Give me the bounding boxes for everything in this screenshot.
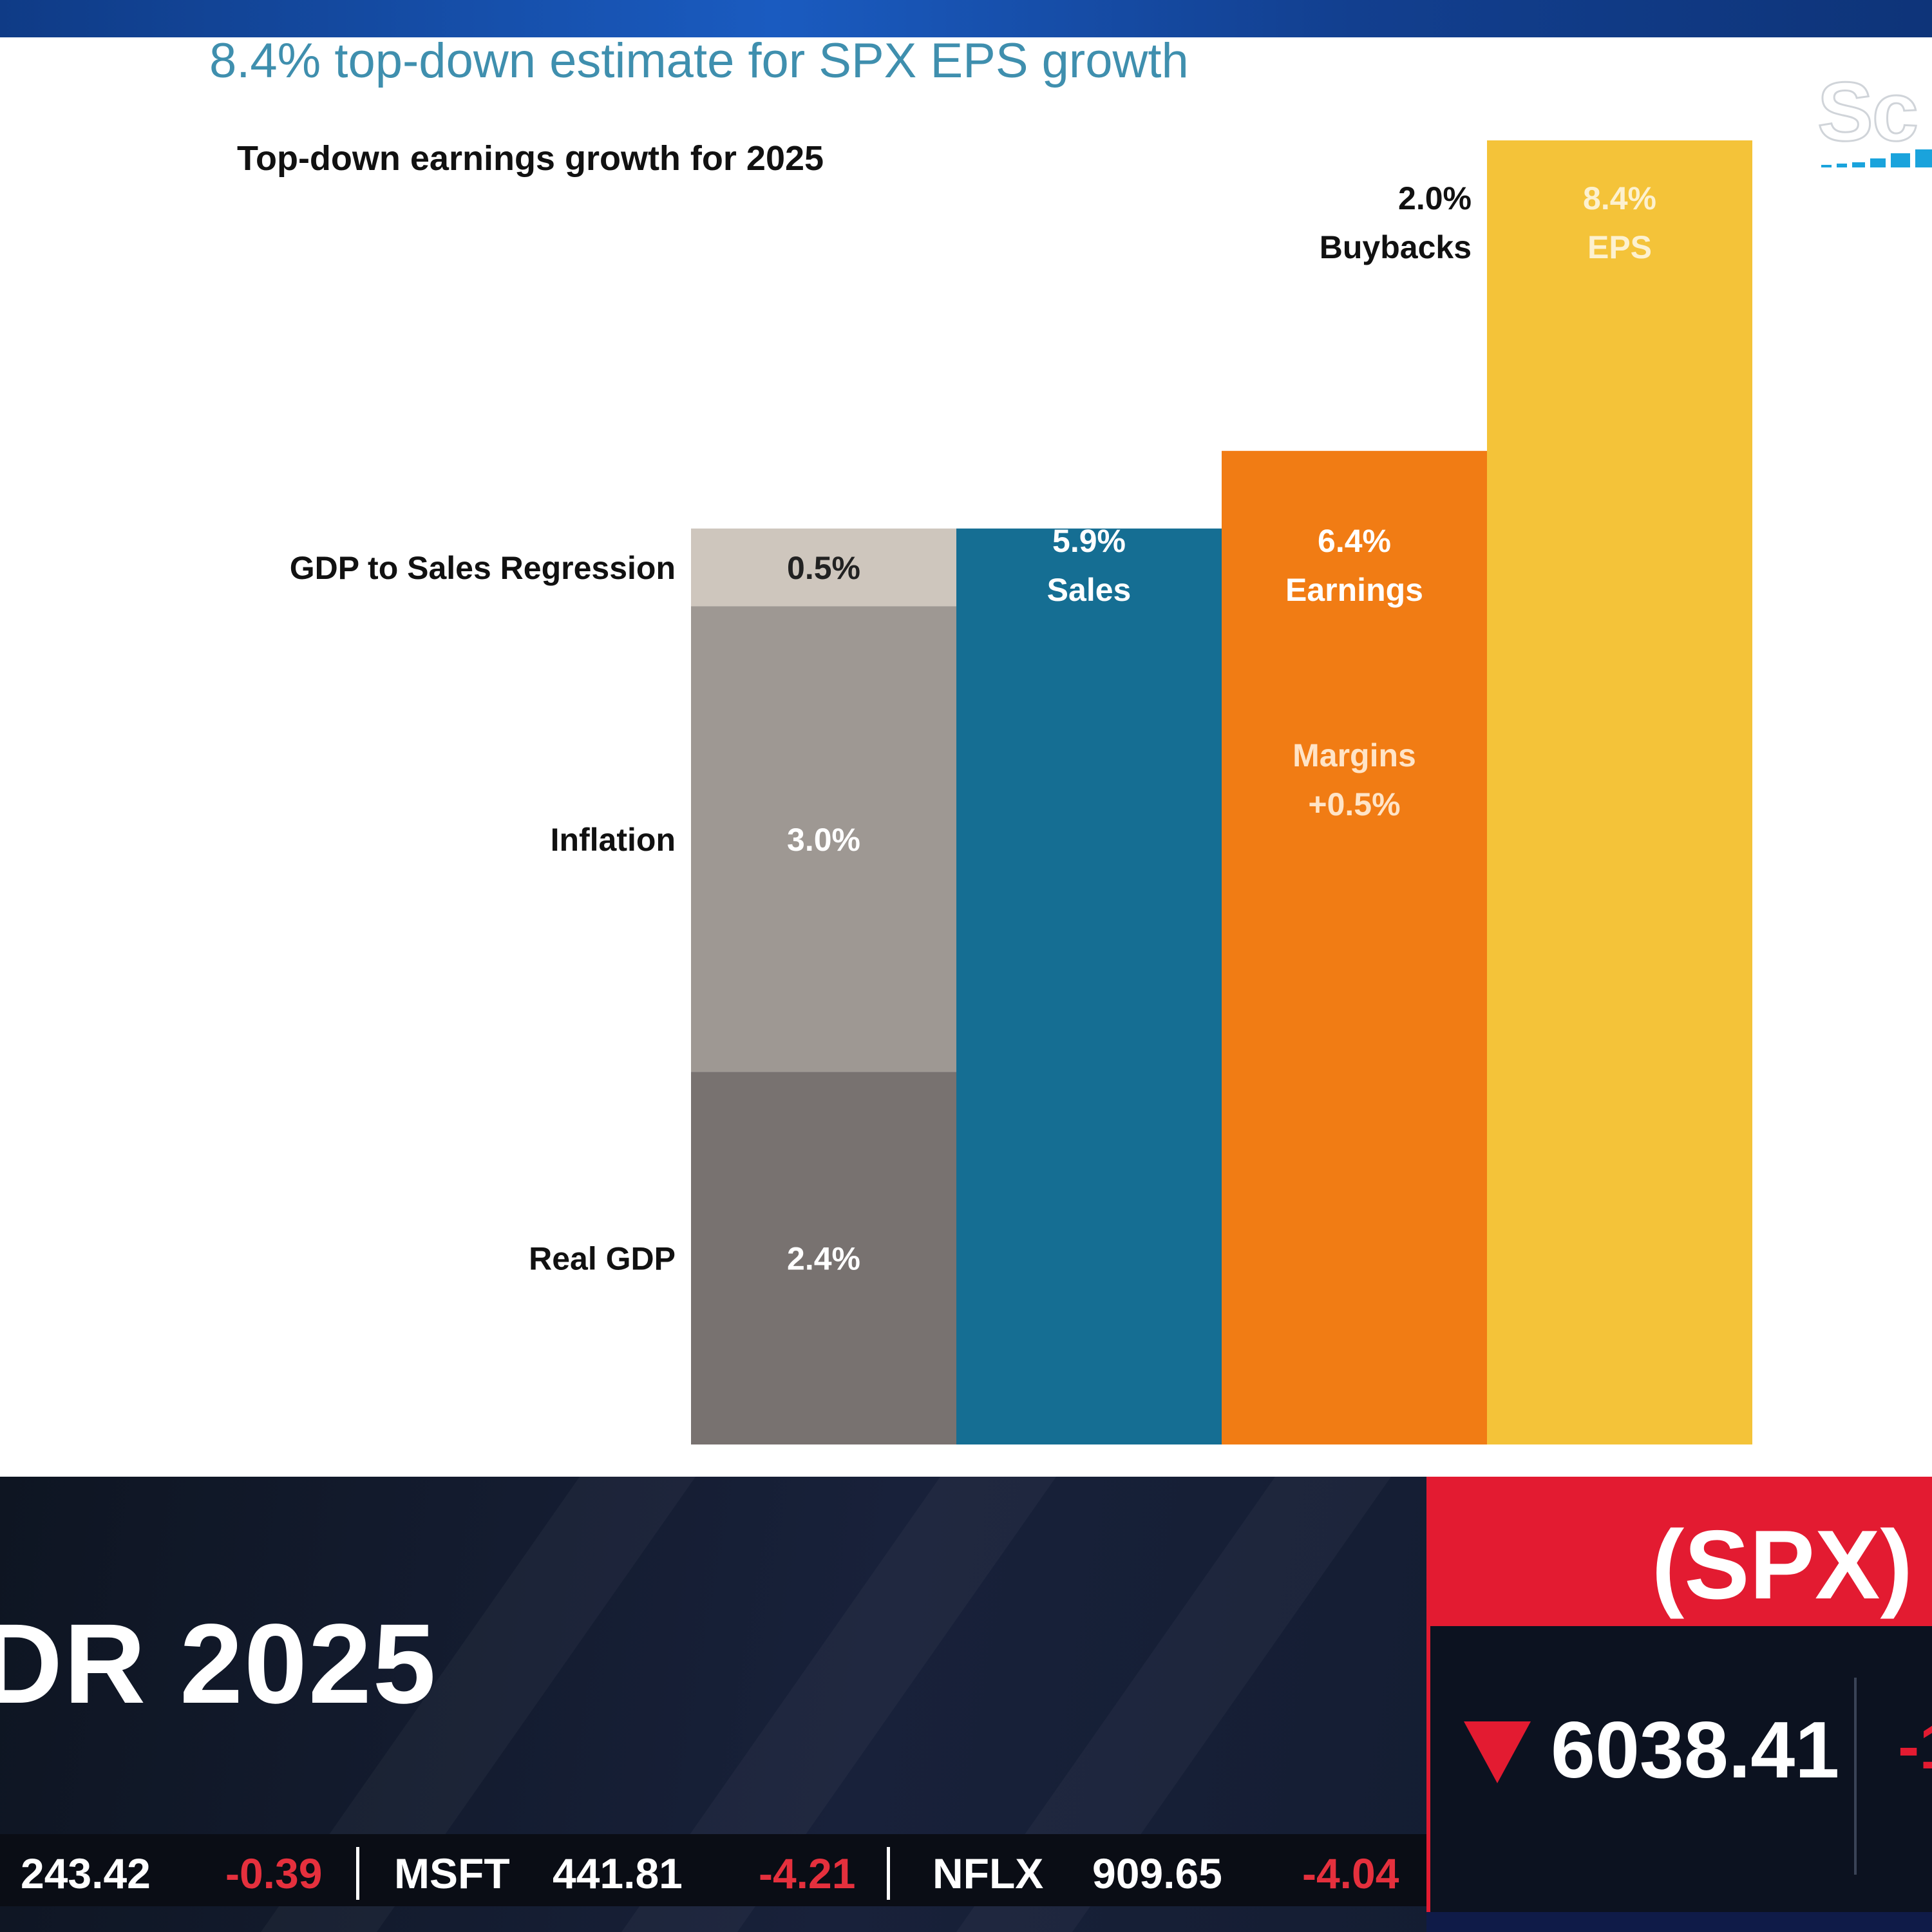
buybacks-value: 2.0% (1398, 180, 1472, 216)
ticker-change: -4.21 (759, 1850, 856, 1897)
segment-category-label: GDP to Sales Regression (290, 550, 676, 586)
bar-segment-1 (691, 1072, 956, 1444)
ticker-separator (887, 1847, 890, 1900)
bar-value-label: 6.4% (1318, 523, 1391, 559)
ticker-item: NFLX (933, 1850, 1044, 1897)
bar-value-label: 5.9% (1052, 523, 1126, 559)
chart-title: 8.4% top-down estimate for SPX EPS growt… (209, 37, 1189, 88)
bar-segment-2 (691, 606, 956, 1072)
ticker-separator (356, 1847, 359, 1900)
bar-value-label: 8.4% (1583, 180, 1656, 216)
spx-price: 6038.41 (1551, 1706, 1840, 1795)
segment-value-label: 0.5% (787, 550, 860, 586)
top-banner (0, 0, 1932, 37)
bar-eps (1487, 140, 1752, 1444)
segment-category-label: Real GDP (529, 1241, 676, 1277)
divider (1854, 1678, 1857, 1875)
ticker-item: MSFT (394, 1850, 510, 1897)
ticker-item: 441.81 (553, 1850, 683, 1897)
margins-note-value: +0.5% (1308, 786, 1400, 822)
schwab-watermark: Sc (1816, 64, 1919, 160)
chart-subtitle: Top-down earnings growth for 2025 (237, 139, 824, 178)
segment-value-label: 3.0% (787, 822, 860, 858)
spx-footer-bar (1426, 1912, 1932, 1932)
segment-value-label: 2.4% (787, 1241, 860, 1277)
ticker-item: 909.65 (1092, 1850, 1222, 1897)
lower-third: DR 2025 243.42 -0.39 MSFT 441.81 -4.21 NFLX 90… (0, 1477, 1932, 1932)
bar-name-label: Sales (1047, 572, 1132, 608)
watermark-bars-icon (1821, 149, 1932, 167)
spx-symbol: (SPX) (1651, 1510, 1913, 1620)
bar-earnings (1222, 451, 1487, 1445)
bar-segment-3 (691, 528, 956, 607)
segment-category-label: Inflation (551, 822, 676, 858)
bar-chart: 8.4% top-down estimate for SPX EPS growt… (209, 37, 1752, 1445)
spx-header: (SPX) (1426, 1477, 1932, 1626)
bar-name-label: EPS (1587, 229, 1652, 265)
ticker-item: 243.42 (21, 1850, 151, 1897)
ticker-change: -4.04 (1302, 1850, 1399, 1897)
spx-change: -1 (1898, 1710, 1932, 1783)
bar-name-label: Earnings (1285, 572, 1423, 608)
spx-quote-panel: (SPX) 6038.41 -1 (1426, 1477, 1932, 1932)
bar-sales (956, 528, 1222, 1444)
margins-note: Margins (1293, 737, 1416, 773)
stock-ticker: 243.42 -0.39 MSFT 441.81 -4.21 NFLX 909.65 -4.0… (0, 1834, 1426, 1906)
buybacks-label: Buybacks (1320, 229, 1472, 265)
headline: DR 2025 (0, 1601, 437, 1727)
chart-slide: 8.4% top-down estimate for SPX EPS growt… (0, 37, 1932, 1477)
down-arrow-icon (1464, 1721, 1531, 1783)
spx-body: 6038.41 -1 (1426, 1626, 1932, 1916)
ticker-change: -0.39 (225, 1850, 323, 1897)
